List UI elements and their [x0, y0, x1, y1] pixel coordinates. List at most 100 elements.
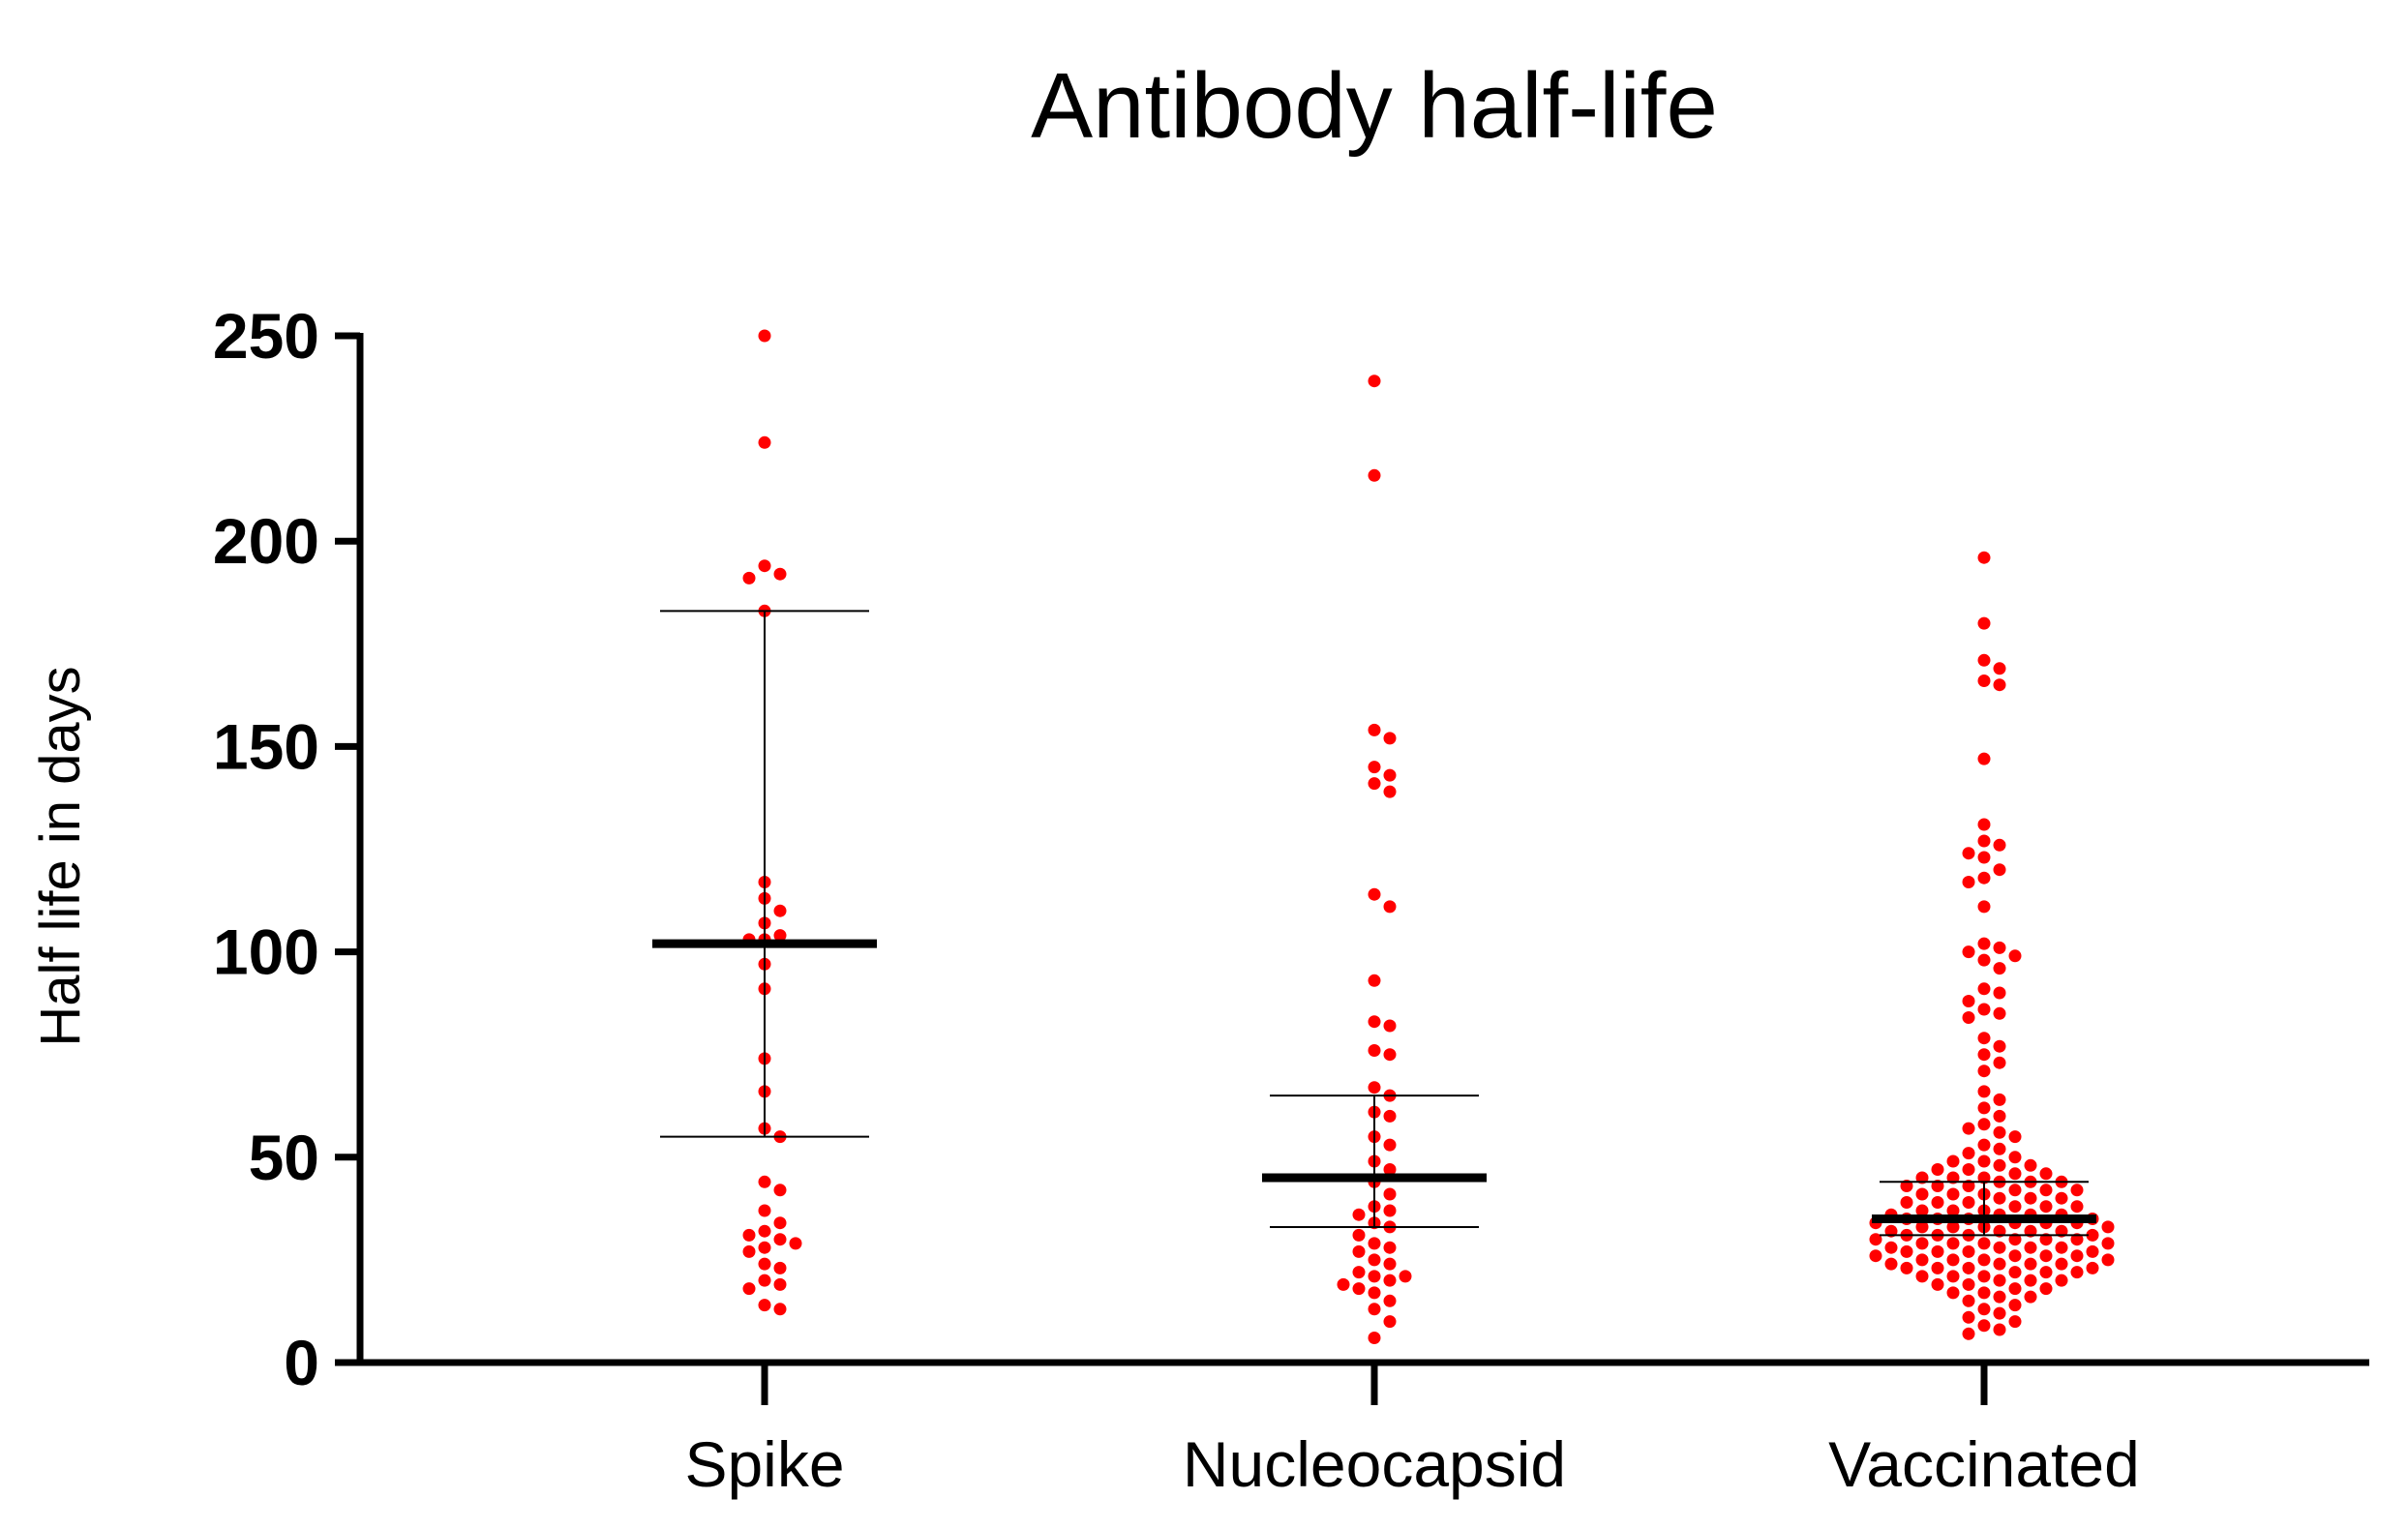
data-point: [1946, 1237, 1960, 1250]
data-point: [1383, 1163, 1397, 1176]
data-point: [2008, 1249, 2022, 1263]
data-point: [1977, 1032, 1991, 1045]
data-point: [2008, 1233, 2022, 1246]
data-point: [1383, 785, 1397, 798]
data-point: [773, 1216, 787, 1230]
data-point: [1977, 653, 1991, 667]
data-point: [1977, 1303, 1991, 1316]
data-point: [758, 1257, 771, 1271]
data-point: [2039, 1249, 2053, 1263]
data-point: [2070, 1200, 2084, 1214]
data-point: [1993, 986, 2006, 1000]
data-point: [758, 1175, 771, 1188]
data-point: [1962, 1011, 1975, 1024]
data-point: [1977, 1048, 1991, 1062]
data-point: [1869, 1233, 1882, 1246]
y-axis-label: Half life in days: [29, 666, 92, 1046]
y-tick-label: 50: [249, 1122, 319, 1193]
data-point: [1368, 1270, 1381, 1283]
data-point: [1915, 1270, 1929, 1283]
data-point: [1977, 937, 1991, 950]
data-point: [1962, 876, 1975, 888]
data-point: [1383, 1048, 1397, 1062]
data-point: [1977, 752, 1991, 765]
data-point: [1884, 1257, 1898, 1271]
data-point: [1993, 1125, 2006, 1139]
data-point: [1383, 1019, 1397, 1033]
data-point: [1869, 1249, 1882, 1263]
data-point: [1993, 678, 2006, 692]
data-point: [2070, 1233, 2084, 1246]
data-point: [1993, 1290, 2006, 1304]
data-point: [1993, 1274, 2006, 1287]
data-point: [1993, 1093, 2006, 1106]
data-point: [2008, 1151, 2022, 1164]
y-tick-label: 100: [213, 916, 319, 988]
data-point: [773, 929, 787, 943]
data-point: [2055, 1191, 2068, 1205]
data-point: [1977, 851, 1991, 864]
data-point: [1383, 1187, 1397, 1201]
data-point: [1993, 1142, 2006, 1155]
data-point: [773, 1277, 787, 1291]
data-point: [1962, 1122, 1975, 1135]
data-point: [2024, 1257, 2037, 1271]
data-point: [2101, 1237, 2115, 1250]
y-tick-label: 150: [213, 710, 319, 782]
data-point: [2008, 1266, 2022, 1279]
data-point: [789, 1237, 802, 1250]
data-point: [1383, 1138, 1397, 1152]
data-point: [758, 1241, 771, 1254]
data-point: [1946, 1253, 1960, 1267]
data-point: [1977, 871, 1991, 884]
data-point: [1946, 1270, 1960, 1283]
data-point: [1383, 1109, 1397, 1123]
data-point: [1977, 1171, 1991, 1184]
data-point: [1946, 1286, 1960, 1300]
data-point: [1383, 1204, 1397, 1217]
data-point: [2008, 1130, 2022, 1144]
data-point: [2086, 1261, 2099, 1274]
data-point: [742, 1244, 756, 1258]
data-point: [1352, 1228, 1366, 1242]
y-tick-label: 200: [213, 505, 319, 577]
data-point: [758, 435, 771, 449]
data-point: [1931, 1261, 1944, 1274]
data-point: [1368, 1303, 1381, 1316]
data-point: [1383, 1294, 1397, 1307]
data-point: [1915, 1220, 1929, 1234]
data-point: [2008, 1200, 2022, 1214]
data-point: [1977, 1003, 1991, 1016]
data-point: [2070, 1249, 2084, 1263]
data-point: [1977, 1253, 1991, 1267]
data-point: [758, 1299, 771, 1312]
data-point: [1368, 723, 1381, 736]
data-point: [1993, 941, 2006, 954]
data-point: [1977, 834, 1991, 848]
data-point: [2024, 1191, 2037, 1205]
data-point: [1931, 1277, 1944, 1291]
data-point: [1368, 1253, 1381, 1267]
data-point: [742, 1282, 756, 1296]
data-point: [1977, 675, 1991, 687]
data-point: [1993, 1323, 2006, 1336]
data-point: [1993, 1306, 2006, 1320]
data-point: [1993, 1006, 2006, 1020]
data-point: [758, 1274, 771, 1287]
data-point: [1352, 1244, 1366, 1258]
data-point: [1383, 1274, 1397, 1287]
data-point: [2039, 1282, 2053, 1296]
data-point: [1993, 1039, 2006, 1053]
data-point: [2055, 1274, 2068, 1287]
data-point: [1977, 616, 1991, 630]
data-point: [1931, 1244, 1944, 1258]
data-point: [2008, 1315, 2022, 1329]
data-point: [2008, 1184, 2022, 1197]
data-point: [2024, 1290, 2037, 1304]
data-point: [1993, 863, 2006, 877]
data-point: [1962, 945, 1975, 959]
data-point: [1962, 995, 1975, 1007]
points-layer: [742, 329, 2115, 1344]
data-point: [1977, 1237, 1991, 1250]
